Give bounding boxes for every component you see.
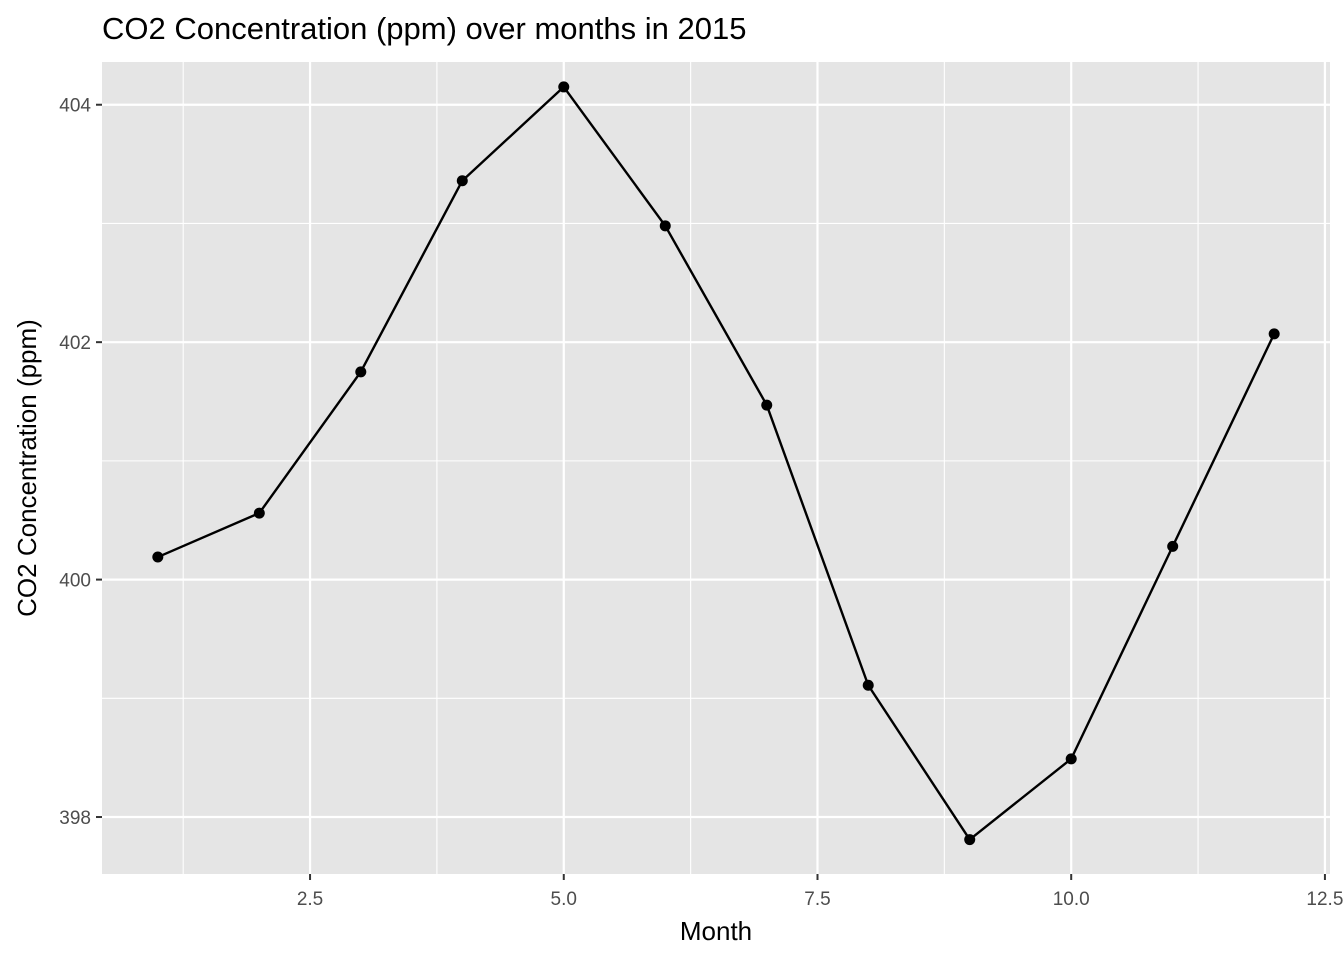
- series-line: [157, 85, 1276, 841]
- y-tick-label: 404: [59, 96, 91, 117]
- data-point: [456, 175, 468, 187]
- y-tick-label: 398: [59, 808, 91, 829]
- y-tick-label: 400: [59, 571, 91, 592]
- data-point: [761, 399, 773, 411]
- data-point: [558, 81, 570, 93]
- data-point: [1167, 540, 1179, 552]
- x-tick-label: 2.5: [297, 889, 323, 910]
- data-point: [355, 366, 367, 378]
- x-tick-label: 12.5: [1306, 889, 1343, 910]
- x-tick-label: 7.5: [804, 889, 830, 910]
- y-axis: 398 400 402 404: [59, 96, 102, 829]
- data-point: [964, 834, 976, 846]
- data-point: [1268, 328, 1280, 340]
- grid-minor: [102, 62, 1330, 874]
- data-point: [253, 507, 265, 519]
- data-point: [1065, 753, 1077, 765]
- x-tick-label: 5.0: [551, 889, 577, 910]
- x-tick-label: 10.0: [1053, 889, 1090, 910]
- plot-panel: [102, 62, 1330, 874]
- y-tick-label: 402: [59, 333, 91, 354]
- x-axis-title: Month: [680, 916, 752, 946]
- x-axis: 2.5 5.0 7.5 10.0 12.5: [297, 874, 1343, 910]
- grid-major: [102, 62, 1330, 874]
- chart-title: CO2 Concentration (ppm) over months in 2…: [102, 11, 746, 46]
- data-point: [862, 679, 874, 691]
- data-point: [152, 551, 164, 563]
- series-layer: [152, 81, 1280, 846]
- y-axis-title: CO2 Concentration (ppm): [12, 319, 42, 617]
- data-point: [659, 220, 671, 232]
